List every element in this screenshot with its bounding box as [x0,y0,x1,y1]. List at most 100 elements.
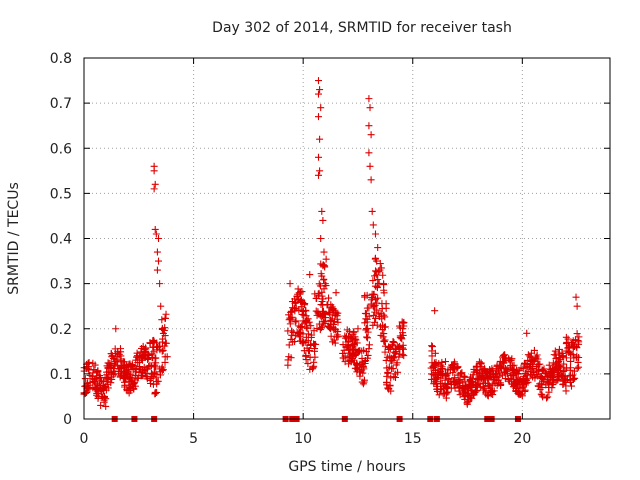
gridlines [84,58,610,419]
data-point [543,394,551,402]
data-point [384,369,392,377]
data-point [161,358,169,366]
data-point [288,307,296,315]
data-point [451,374,459,382]
data-point [133,374,141,382]
data-point [285,353,293,361]
data-point [400,352,408,360]
data-point [383,372,391,380]
y-tick-label: 0.5 [50,186,72,202]
data-point [529,373,537,381]
data-point-peak [320,248,328,256]
data-point [350,328,358,336]
data-point [158,367,166,375]
data-point [386,382,394,390]
data-points [80,77,583,422]
data-point [573,364,581,372]
data-point [91,361,99,369]
data-point [538,366,546,374]
data-point [140,363,148,371]
data-point [391,370,399,378]
data-point [94,386,102,394]
y-tick-label: 0.7 [50,96,72,112]
data-point-peak [150,167,158,175]
data-point [476,380,484,388]
data-point [301,300,309,308]
data-point-peak [367,176,375,184]
data-point [432,358,440,366]
data-point [288,331,296,339]
data-point [342,342,350,350]
data-point [546,365,554,373]
data-point [450,358,458,366]
data-point [161,342,169,350]
data-point [545,388,553,396]
data-point [453,380,461,388]
data-point [295,306,303,314]
data-point [133,352,141,360]
x-tick-label: 15 [404,431,422,447]
data-point-peak [523,329,531,337]
data-point [534,372,542,380]
data-point-peak [153,248,161,256]
data-point [96,381,104,389]
data-point [437,386,445,394]
data-point [428,343,436,351]
data-point [302,333,310,341]
data-point [380,281,388,289]
data-point [395,353,403,361]
data-point [493,362,501,370]
data-point [370,303,378,311]
data-point [317,324,325,332]
data-point-peak [153,266,161,274]
data-point [444,370,452,378]
data-point [143,373,151,381]
data-point [329,306,337,314]
data-point [349,336,357,344]
data-point [552,355,560,363]
data-point [135,368,143,376]
data-point-peak [286,280,294,288]
data-point [85,358,93,366]
data-point [101,392,109,400]
data-point-peak [319,262,327,270]
data-point [468,394,476,402]
data-point-peak [156,280,164,288]
data-point-peak [317,104,325,112]
data-point [363,304,371,312]
data-point [297,323,305,331]
x-tick-label: 20 [513,431,531,447]
data-point [300,347,308,355]
data-point [146,339,154,347]
data-point [103,368,111,376]
data-point [292,317,300,325]
data-point [344,338,352,346]
data-point [575,363,583,371]
data-point [303,324,311,332]
data-point [318,312,326,320]
data-point [134,359,142,367]
data-point [308,365,316,373]
data-point-peak [366,162,374,170]
data-point-peak [150,185,158,193]
data-point [387,374,395,382]
data-point-peak [376,266,384,274]
data-point [89,378,97,386]
data-point [360,376,368,384]
data-point [386,357,394,365]
data-point [104,362,112,370]
data-point [332,326,340,334]
data-point [554,358,562,366]
data-point [488,387,496,395]
data-point [455,387,463,395]
data-point [562,387,570,395]
data-point [361,356,369,364]
data-point [371,272,379,280]
data-point-peak [316,86,324,94]
data-point [399,341,407,349]
data-point-peak [155,257,163,265]
data-point [499,352,507,360]
data-point [451,384,459,392]
data-point [504,376,512,384]
data-point [489,367,497,375]
